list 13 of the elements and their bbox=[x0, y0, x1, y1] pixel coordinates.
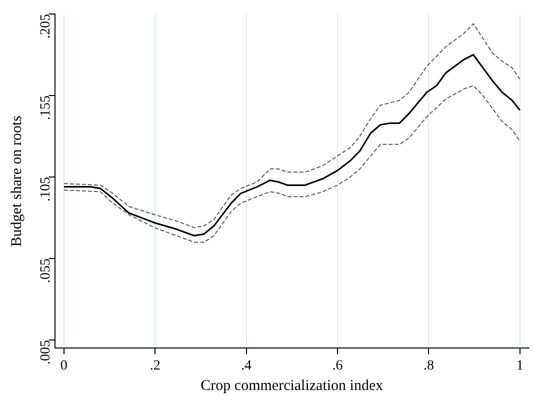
x-tick-label: 1 bbox=[516, 358, 524, 374]
y-tick-label: .105 bbox=[38, 177, 54, 202]
y-axis-title: Budget share on roots bbox=[8, 115, 25, 247]
y-tick-label: .055 bbox=[38, 258, 54, 284]
y-tick-label: .205 bbox=[38, 14, 54, 38]
x-tick-label: .2 bbox=[150, 358, 160, 374]
y-tick-label: .005 bbox=[38, 340, 54, 365]
y-tick-label: .155 bbox=[38, 96, 54, 120]
x-tick-label: 0 bbox=[60, 358, 68, 374]
x-tick-label: .4 bbox=[241, 358, 252, 374]
x-axis-title: Crop commercialization index bbox=[200, 378, 384, 394]
x-tick-label: .8 bbox=[423, 358, 434, 374]
x-tick-label: .6 bbox=[332, 358, 343, 374]
